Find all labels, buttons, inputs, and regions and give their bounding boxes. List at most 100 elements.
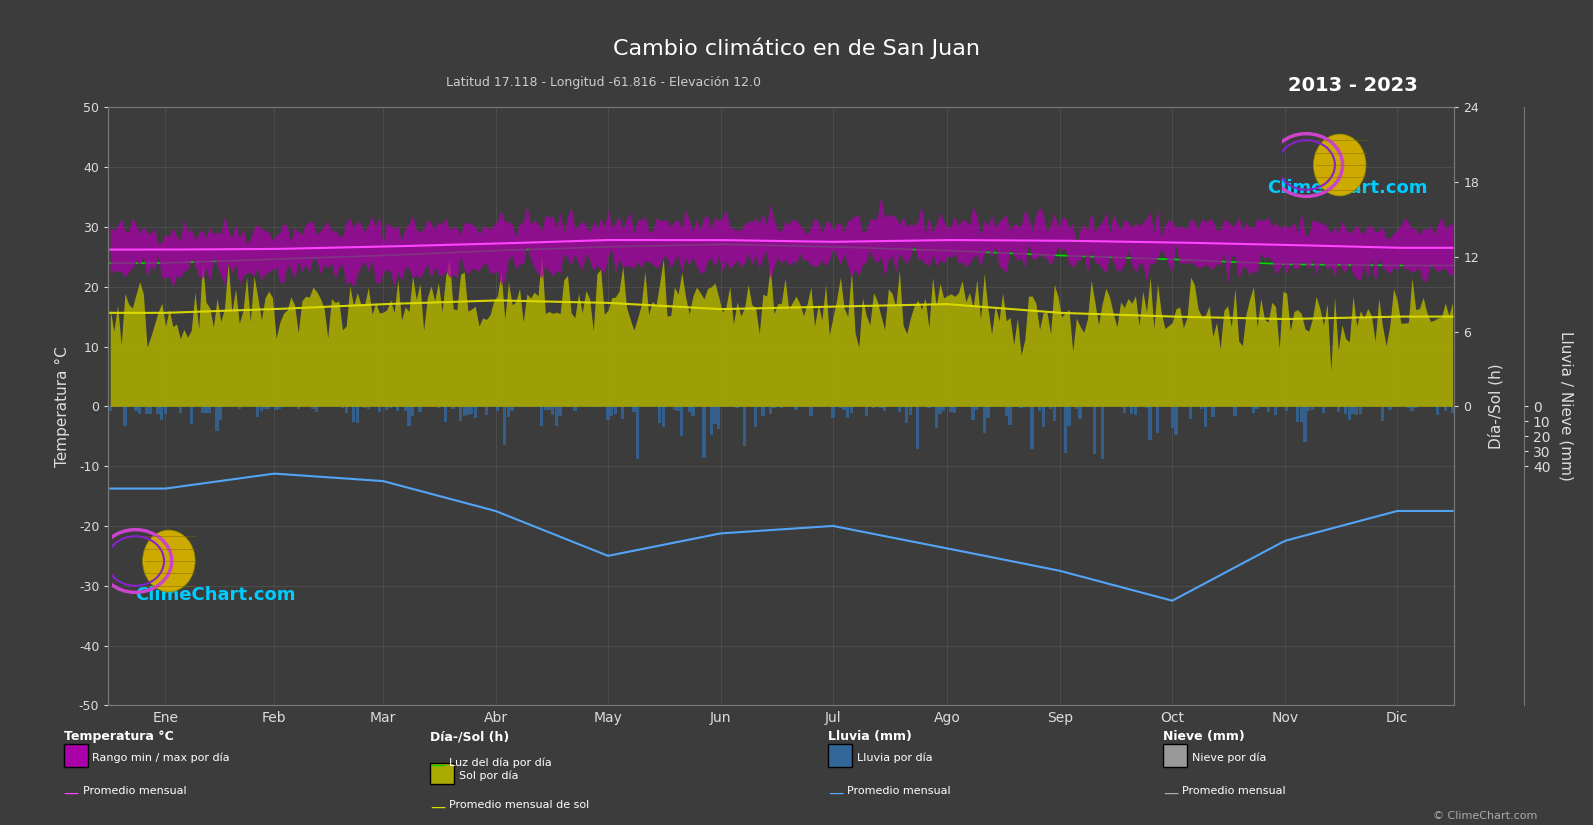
Bar bbox=[467, 407, 470, 415]
Bar bbox=[736, 407, 739, 408]
Bar bbox=[688, 407, 691, 412]
Bar bbox=[201, 407, 204, 413]
Bar bbox=[677, 407, 680, 411]
Bar bbox=[1415, 407, 1418, 408]
Text: ClimeChart.com: ClimeChart.com bbox=[135, 586, 296, 604]
Bar bbox=[1348, 407, 1351, 420]
Bar bbox=[134, 407, 137, 411]
Y-axis label: Temperatura °C: Temperatura °C bbox=[56, 346, 70, 467]
Bar bbox=[204, 407, 207, 413]
Text: —: — bbox=[430, 757, 446, 772]
Bar bbox=[832, 407, 835, 417]
Text: Rango min / max por día: Rango min / max por día bbox=[92, 752, 229, 762]
Bar bbox=[139, 407, 142, 413]
Text: ClimeChart.com: ClimeChart.com bbox=[1266, 179, 1427, 197]
Bar bbox=[1064, 407, 1067, 454]
Text: Día-/Sol (h): Día-/Sol (h) bbox=[430, 730, 510, 743]
Bar bbox=[879, 407, 883, 408]
Text: Lluvia por día: Lluvia por día bbox=[857, 752, 932, 762]
Bar bbox=[559, 407, 562, 416]
Bar bbox=[636, 407, 639, 459]
Bar bbox=[661, 407, 664, 427]
Bar bbox=[1344, 407, 1348, 414]
Bar bbox=[1031, 407, 1034, 450]
Y-axis label: Día-/Sol (h): Día-/Sol (h) bbox=[1488, 364, 1504, 449]
Bar bbox=[621, 407, 624, 419]
Bar bbox=[397, 407, 400, 411]
Bar bbox=[753, 407, 757, 427]
Bar bbox=[164, 407, 167, 414]
Bar bbox=[1008, 407, 1012, 425]
Bar bbox=[1337, 407, 1340, 412]
Bar bbox=[209, 407, 212, 413]
Bar bbox=[355, 407, 358, 422]
Bar bbox=[481, 407, 484, 408]
Bar bbox=[378, 407, 381, 412]
Text: —: — bbox=[64, 786, 80, 801]
Bar bbox=[607, 407, 610, 421]
Bar bbox=[341, 407, 344, 408]
Bar bbox=[484, 407, 487, 415]
Bar bbox=[462, 407, 465, 416]
Bar bbox=[1149, 407, 1152, 441]
Bar bbox=[1351, 407, 1354, 414]
Bar bbox=[386, 407, 389, 409]
Bar bbox=[411, 407, 414, 416]
Bar bbox=[795, 407, 798, 410]
Bar bbox=[1297, 407, 1300, 422]
Ellipse shape bbox=[1313, 134, 1367, 196]
Bar bbox=[986, 407, 989, 418]
Bar bbox=[526, 407, 529, 408]
Bar bbox=[1123, 407, 1126, 412]
Bar bbox=[150, 407, 153, 413]
Bar bbox=[279, 407, 282, 409]
Bar bbox=[1204, 407, 1207, 427]
Text: —: — bbox=[430, 800, 446, 815]
Bar bbox=[178, 407, 182, 412]
Bar bbox=[703, 407, 706, 458]
Text: Promedio mensual: Promedio mensual bbox=[847, 786, 951, 796]
Bar bbox=[1388, 407, 1392, 410]
Bar bbox=[1101, 407, 1104, 459]
Text: © ClimeChart.com: © ClimeChart.com bbox=[1432, 811, 1537, 821]
Bar bbox=[658, 407, 661, 423]
Bar bbox=[1188, 407, 1193, 418]
Text: Nieve por día: Nieve por día bbox=[1192, 752, 1266, 762]
Bar bbox=[1308, 407, 1311, 411]
Bar bbox=[916, 407, 919, 449]
Bar bbox=[938, 407, 941, 414]
Bar bbox=[1039, 407, 1042, 411]
Bar bbox=[1322, 407, 1325, 413]
Bar bbox=[220, 407, 223, 420]
Bar bbox=[543, 407, 546, 410]
Bar bbox=[156, 407, 159, 413]
Bar bbox=[1200, 407, 1203, 409]
Bar bbox=[311, 407, 315, 409]
Bar bbox=[761, 407, 765, 416]
Bar bbox=[927, 407, 930, 408]
Bar bbox=[1027, 407, 1031, 408]
Bar bbox=[1300, 407, 1303, 422]
Bar bbox=[268, 407, 271, 409]
Bar bbox=[444, 407, 448, 422]
Bar bbox=[983, 407, 986, 433]
Bar bbox=[256, 407, 260, 417]
Bar bbox=[363, 407, 366, 408]
Bar bbox=[709, 407, 714, 435]
Bar bbox=[898, 407, 902, 412]
Bar bbox=[503, 407, 507, 445]
Bar bbox=[953, 407, 956, 413]
Bar bbox=[315, 407, 319, 412]
Bar bbox=[809, 407, 812, 416]
Bar bbox=[551, 407, 554, 415]
Bar bbox=[344, 407, 347, 412]
Ellipse shape bbox=[143, 530, 196, 592]
Bar bbox=[190, 407, 193, 424]
Bar bbox=[972, 407, 975, 420]
Bar bbox=[260, 407, 263, 411]
Bar bbox=[1171, 407, 1174, 428]
Bar bbox=[451, 407, 456, 408]
Text: Nieve (mm): Nieve (mm) bbox=[1163, 730, 1244, 743]
Text: Promedio mensual: Promedio mensual bbox=[83, 786, 186, 796]
Bar bbox=[742, 407, 746, 446]
